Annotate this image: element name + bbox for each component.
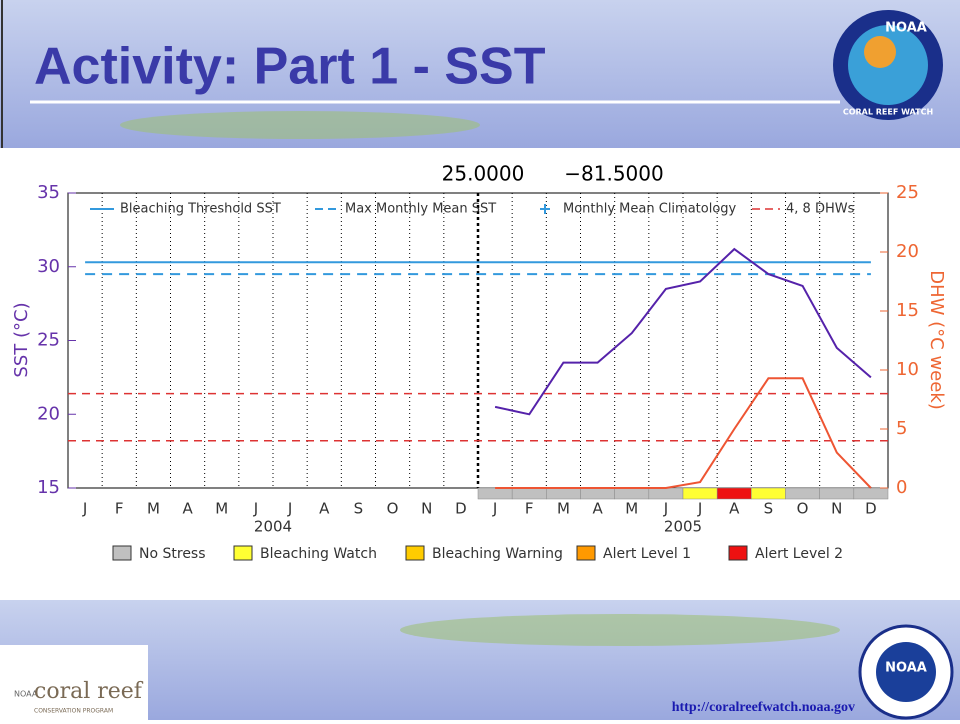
logo-text: CONSERVATION PROGRAM bbox=[34, 708, 113, 715]
logo-land bbox=[864, 36, 896, 68]
x-tick-label: S bbox=[354, 500, 364, 518]
x-tick-label: M bbox=[557, 500, 570, 518]
legend-label: Bleaching Warning bbox=[432, 546, 563, 562]
y2-tick-label: 5 bbox=[896, 418, 907, 439]
stress-cell bbox=[853, 487, 889, 500]
y-tick-label: 35 bbox=[37, 182, 60, 203]
stress-cell bbox=[614, 487, 650, 500]
y-tick-label: 30 bbox=[37, 256, 60, 277]
x-tick-label: N bbox=[831, 500, 842, 518]
chart-header: 25.0000 bbox=[442, 162, 525, 186]
logo-text: NOAA bbox=[885, 21, 927, 36]
stress-cell bbox=[716, 487, 752, 500]
y-tick-label: 15 bbox=[37, 477, 60, 498]
y2-axis-label: DHW (°C week) bbox=[926, 270, 947, 410]
x-tick-label: D bbox=[865, 500, 877, 518]
stress-cell bbox=[546, 487, 581, 500]
legend-label: Bleaching Threshold SST bbox=[120, 202, 281, 217]
y2-tick-label: 10 bbox=[896, 359, 919, 380]
legend-swatch bbox=[112, 545, 132, 561]
year-label: 2005 bbox=[664, 518, 702, 536]
x-tick-label: J bbox=[663, 500, 668, 518]
legend-label: Alert Level 1 bbox=[603, 546, 691, 562]
legend-label: Monthly Mean Climatology bbox=[563, 202, 737, 217]
url[interactable]: http://coralreefwatch.noaa.gov bbox=[672, 700, 855, 715]
logo-text: NOAA bbox=[885, 661, 927, 676]
logo-text: NOAA bbox=[14, 690, 38, 699]
series-line bbox=[494, 247, 872, 416]
legend-label: 4, 8 DHWs bbox=[786, 202, 855, 217]
x-tick-label: A bbox=[182, 500, 193, 518]
legend-symbol bbox=[540, 204, 550, 214]
year-label: 2004 bbox=[254, 518, 292, 536]
y2-tick-label: 0 bbox=[896, 477, 907, 498]
x-tick-label: J bbox=[82, 500, 87, 518]
stress-cell bbox=[785, 487, 820, 500]
x-tick-label: J bbox=[492, 500, 497, 518]
y2-tick-label: 25 bbox=[896, 182, 919, 203]
x-tick-label: S bbox=[764, 500, 774, 518]
legend-label: Max Monthly Mean SST bbox=[345, 202, 496, 217]
stress-cell bbox=[648, 487, 684, 500]
x-tick-label: M bbox=[147, 500, 160, 518]
x-tick-label: A bbox=[319, 500, 330, 518]
legend-swatch bbox=[405, 545, 425, 561]
x-tick-label: J bbox=[287, 500, 292, 518]
map-land bbox=[400, 614, 840, 646]
stress-cell bbox=[819, 487, 855, 500]
y-axis-label: SST (°C) bbox=[11, 302, 32, 377]
x-tick-label: O bbox=[387, 500, 399, 518]
stress-cell bbox=[580, 487, 615, 500]
x-tick-label: F bbox=[115, 500, 124, 518]
noaa-seal-inner bbox=[876, 642, 936, 702]
x-tick-label: F bbox=[525, 500, 534, 518]
chart-panel bbox=[0, 148, 960, 600]
legend-label: No Stress bbox=[139, 546, 206, 562]
x-tick-label: J bbox=[697, 500, 702, 518]
chart-header: −81.5000 bbox=[564, 162, 663, 186]
x-tick-label: M bbox=[625, 500, 638, 518]
y2-tick-label: 15 bbox=[896, 300, 919, 321]
logo-text: CORAL REEF WATCH bbox=[843, 108, 933, 117]
map-land bbox=[120, 111, 480, 139]
stress-cell bbox=[682, 487, 718, 500]
y2-tick-label: 20 bbox=[896, 241, 919, 262]
x-tick-label: N bbox=[421, 500, 432, 518]
stress-cell bbox=[751, 487, 786, 500]
x-tick-label: J bbox=[253, 500, 258, 518]
stress-cell bbox=[511, 487, 547, 500]
slide-title: Activity: Part 1 - SST bbox=[34, 38, 546, 96]
x-tick-label: O bbox=[797, 500, 809, 518]
legend-swatch bbox=[233, 545, 253, 561]
x-tick-label: D bbox=[455, 500, 467, 518]
crcp-logo-box bbox=[0, 645, 148, 720]
stress-cell bbox=[477, 487, 513, 500]
legend-swatch bbox=[728, 545, 748, 561]
y-tick-label: 25 bbox=[37, 330, 60, 351]
legend-label: Bleaching Watch bbox=[260, 546, 377, 562]
x-tick-label: M bbox=[215, 500, 228, 518]
x-tick-label: A bbox=[592, 500, 603, 518]
logo-text: coral reef bbox=[34, 679, 144, 704]
series-line bbox=[495, 377, 872, 489]
legend-label: Alert Level 2 bbox=[755, 546, 843, 562]
crw-logo: NOAA CORAL REEF WATCH bbox=[833, 10, 943, 120]
y-tick-label: 20 bbox=[37, 403, 60, 424]
x-tick-label: A bbox=[729, 500, 740, 518]
legend-swatch bbox=[576, 545, 596, 561]
